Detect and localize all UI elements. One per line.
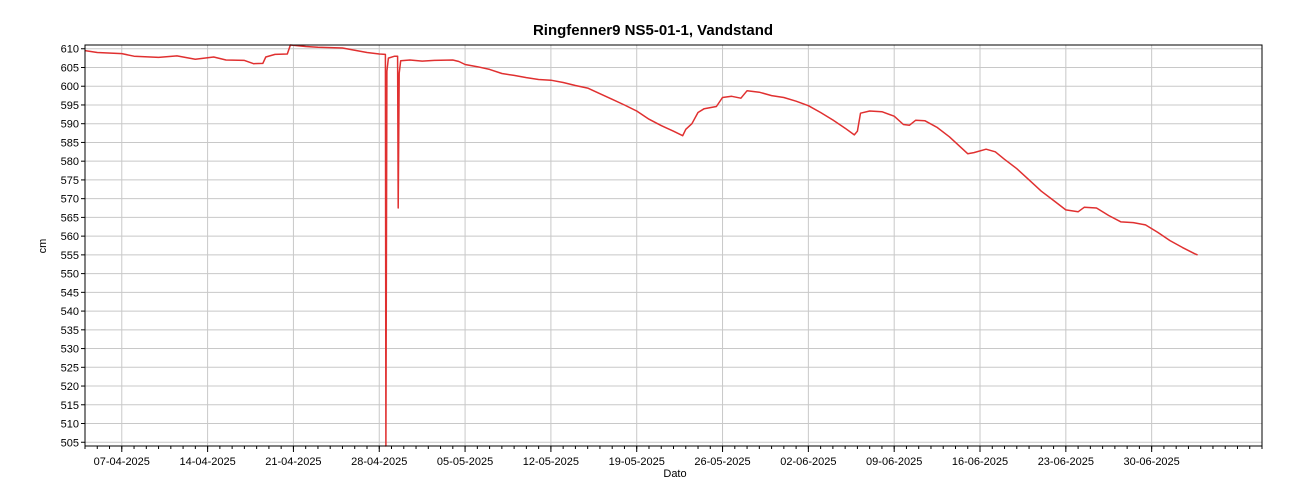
y-tick-label: 555	[61, 250, 79, 262]
y-tick-label: 605	[61, 62, 79, 74]
y-tick-label: 510	[61, 419, 79, 431]
y-tick-label: 610	[61, 44, 79, 56]
y-tick-label: 570	[61, 194, 79, 206]
y-tick-label: 580	[61, 156, 79, 168]
x-tick-label: 28-04-2025	[351, 456, 407, 468]
x-tick-label: 12-05-2025	[523, 456, 579, 468]
x-tick-label: 02-06-2025	[780, 456, 836, 468]
y-tick-label: 515	[61, 400, 79, 412]
y-tick-label: 600	[61, 81, 79, 93]
y-tick-label: 565	[61, 212, 79, 224]
y-tick-label: 585	[61, 137, 79, 149]
x-tick-label: 05-05-2025	[437, 456, 493, 468]
x-tick-label: 21-04-2025	[265, 456, 321, 468]
y-tick-label: 535	[61, 325, 79, 337]
y-tick-label: 530	[61, 344, 79, 356]
x-tick-label: 30-06-2025	[1124, 456, 1180, 468]
y-tick-label: 505	[61, 437, 79, 449]
series-layer	[84, 44, 1198, 447]
x-tick-label: 07-04-2025	[94, 456, 150, 468]
series-line	[84, 44, 1198, 447]
y-tick-label: 525	[61, 362, 79, 374]
x-tick-label: 26-05-2025	[694, 456, 750, 468]
y-tick-label: 540	[61, 306, 79, 318]
y-tick-label: 545	[61, 287, 79, 299]
grid	[85, 45, 1262, 446]
x-tick-label: 23-06-2025	[1038, 456, 1094, 468]
x-tick-label: 16-06-2025	[952, 456, 1008, 468]
y-tick-label: 560	[61, 231, 79, 243]
x-axis-title: Dato	[663, 468, 686, 480]
x-tick-label: 14-04-2025	[179, 456, 235, 468]
x-tick-label: 19-05-2025	[609, 456, 665, 468]
y-tick-label: 520	[61, 381, 79, 393]
tick-labels: 505 510 515 520 525 530 535 540 545 550 555 560 565 5…	[61, 44, 1263, 468]
y-tick-label: 575	[61, 175, 79, 187]
y-axis-title: cm	[37, 239, 49, 254]
y-tick-label: 550	[61, 269, 79, 281]
y-tick-label: 595	[61, 100, 79, 112]
y-tick-label: 590	[61, 119, 79, 131]
chart-title: Ringfenner9 NS5-01-1, Vandstand	[533, 22, 773, 39]
x-tick-label: 09-06-2025	[866, 456, 922, 468]
